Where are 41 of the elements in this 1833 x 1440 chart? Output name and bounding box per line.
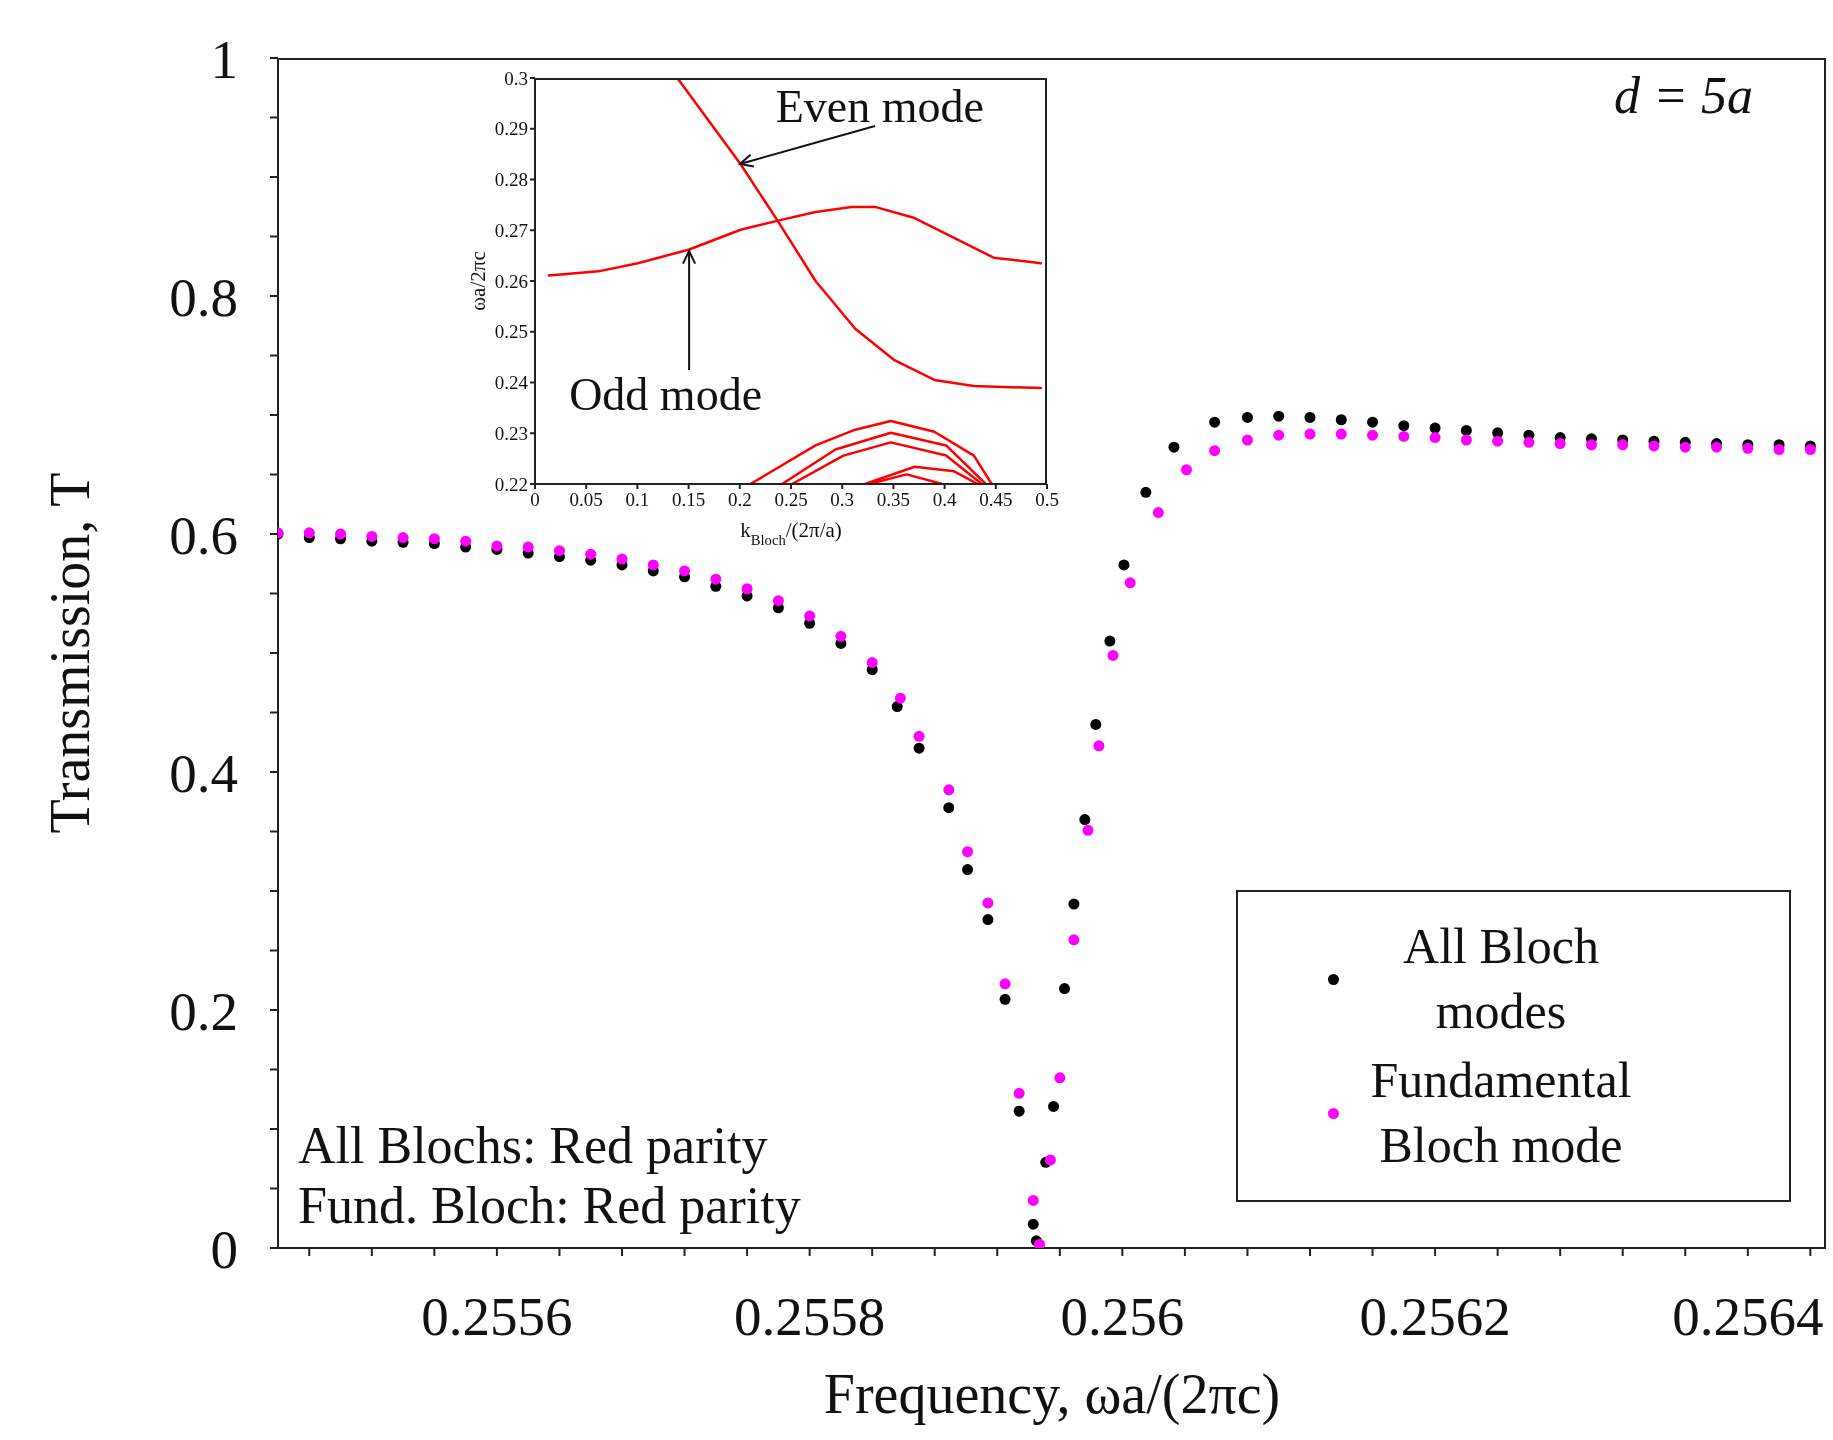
y-tick-label: 0.6: [169, 504, 238, 566]
y-tick-label: 0.2: [169, 980, 238, 1042]
y-tick-label: 0.22: [494, 473, 528, 495]
annotation: All Blochs: Red parity: [298, 1117, 768, 1174]
x-tick-label: 0.35: [876, 489, 911, 511]
x-tick-label: 0.45: [979, 489, 1013, 511]
x-tick-label: 0.2: [727, 489, 752, 511]
x-tick-label: 0.05: [569, 489, 603, 511]
x-tick-label: 0.2556: [421, 1286, 573, 1348]
y-tick-label: 0.29: [494, 118, 528, 140]
y-tick-label: 1: [210, 28, 238, 90]
x-tick-label: 0.256: [1060, 1286, 1185, 1348]
y-tick-label: 0.3: [504, 67, 528, 89]
x-axis-title: Frequency, ωa/(2πc): [823, 1363, 1281, 1426]
x-axis-title: k$_{Bloch}$/(2π/a): [740, 518, 842, 548]
x-tick-label: 0.2562: [1359, 1286, 1511, 1348]
x-tick-label: 0.3: [830, 489, 855, 511]
annotation: Even mode: [775, 81, 984, 133]
x-tick-label: 0.1: [625, 489, 650, 511]
annotation: d = 5a: [1613, 67, 1753, 124]
y-tick-label: 0.27: [494, 219, 528, 241]
x-tick-label: 0.4: [932, 489, 957, 511]
x-tick-label: 0.15: [671, 489, 706, 511]
legend-label: Fundamental Bloch mode: [1369, 1051, 1633, 1175]
y-tick-label: 0.4: [169, 742, 238, 804]
y-tick-label: 0.23: [494, 422, 528, 444]
y-tick-label: 0.24: [494, 372, 529, 394]
y-tick-label: 0: [210, 1218, 238, 1280]
y-tick-label: 0.28: [494, 169, 528, 191]
x-tick-label: 0.2564: [1672, 1286, 1824, 1348]
x-tick-label: 0.5: [1035, 489, 1059, 511]
annotation: Fund. Bloch: Red parity: [298, 1177, 801, 1234]
y-axis-title: ωa/2πc: [466, 251, 490, 311]
y-tick-label: 0.25: [494, 321, 528, 343]
x-tick-label: 0.2558: [734, 1286, 886, 1348]
legend-label: All Bloch modes: [1402, 917, 1600, 1041]
y-tick-label: 0.8: [169, 266, 238, 328]
y-tick-label: 0.26: [494, 270, 528, 292]
x-tick-label: 0.25: [774, 489, 808, 511]
annotation: Odd mode: [569, 368, 763, 420]
y-axis-title: Transmission, T: [39, 472, 101, 834]
